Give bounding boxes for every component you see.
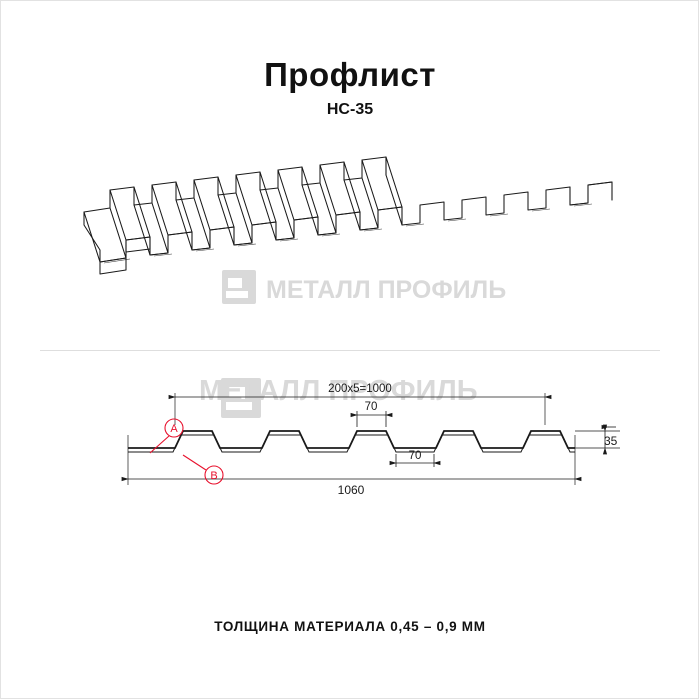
cross-section-drawing: 200x5=1000 70 70 1060 35 A B xyxy=(0,375,700,605)
profile-outline xyxy=(128,430,575,449)
dim-rib-top xyxy=(350,411,393,427)
product-code: НС-35 xyxy=(326,101,374,118)
callout-b xyxy=(182,454,224,485)
callout-b-label: B xyxy=(210,470,217,482)
dim-height xyxy=(601,424,616,455)
dim-rib-top-label: 70 xyxy=(365,401,378,413)
thickness-note: ТОЛЩИНА МАТЕРИАЛА 0,45 – 0,9 ММ xyxy=(214,619,486,634)
dim-rib-bottom xyxy=(389,454,441,467)
callout-a xyxy=(149,418,184,454)
dim-rib-bottom-label: 70 xyxy=(409,450,422,462)
isometric-view xyxy=(0,150,700,340)
callout-a-label: A xyxy=(170,423,178,435)
dim-height-label: 35 xyxy=(604,434,618,448)
dim-top-span-label: 200x5=1000 xyxy=(328,383,392,395)
page-title: Профлист xyxy=(264,56,436,93)
dim-total-width-label: 1060 xyxy=(338,483,365,497)
section-divider xyxy=(40,350,660,351)
